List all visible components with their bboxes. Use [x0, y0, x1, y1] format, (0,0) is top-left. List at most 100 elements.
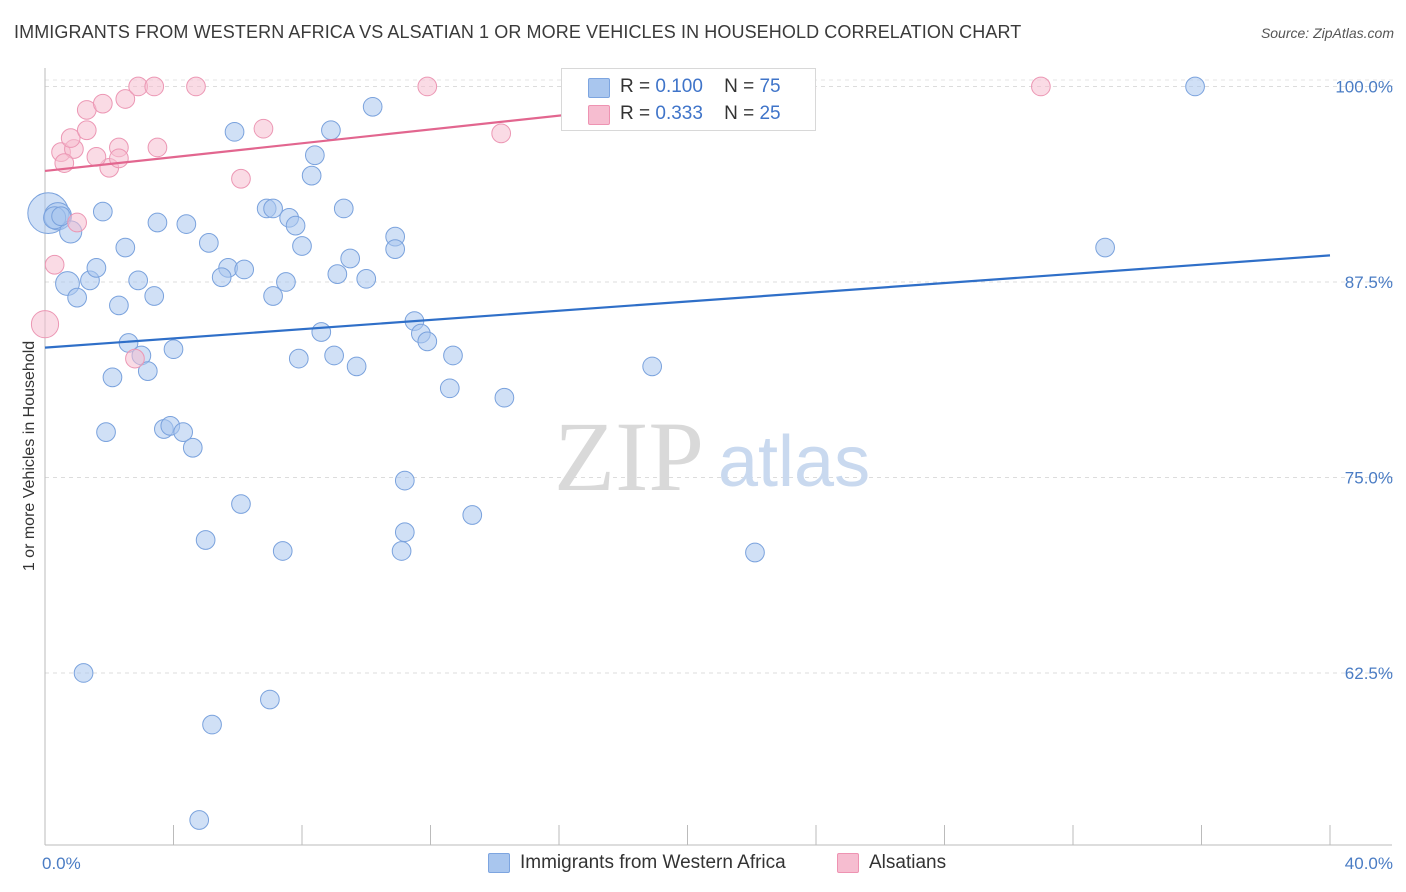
- point-western-africa: [642, 356, 663, 377]
- point-western-africa: [439, 378, 460, 399]
- y-tick-labels: 100.0% 87.5% 75.0% 62.5%: [1335, 77, 1393, 683]
- point-alsatian: [231, 168, 251, 189]
- series-points: [27, 76, 1205, 830]
- x-tick-label: 0.0%: [42, 854, 81, 873]
- point-western-africa: [163, 339, 184, 360]
- point-western-africa: [67, 287, 87, 308]
- bottom-legend-label: Alsatians: [869, 852, 947, 873]
- point-western-africa: [224, 121, 245, 142]
- point-alsatian: [125, 348, 145, 369]
- point-western-africa: [182, 437, 203, 458]
- watermark: ZIP atlas: [554, 401, 870, 512]
- point-western-africa: [276, 272, 296, 292]
- point-western-africa: [128, 270, 149, 291]
- point-western-africa: [385, 239, 406, 259]
- point-western-africa: [263, 286, 283, 306]
- legend-r-label: R =: [620, 76, 651, 97]
- point-alsatian: [92, 93, 113, 114]
- point-western-africa: [394, 522, 415, 543]
- point-western-africa: [1185, 76, 1205, 97]
- point-alsatian: [86, 146, 107, 167]
- point-western-africa: [263, 198, 283, 219]
- point-western-africa: [73, 663, 94, 683]
- point-western-africa: [96, 422, 116, 442]
- point-western-africa: [391, 541, 412, 561]
- bottom-legend-swatch-alsatians: [837, 853, 859, 873]
- legend-r-value: 0.100: [655, 76, 703, 97]
- point-western-africa: [147, 212, 168, 233]
- point-alsatian: [253, 118, 274, 139]
- x-tick-labels: 0.0% 40.0%: [42, 854, 1393, 873]
- point-alsatian: [1031, 76, 1051, 97]
- legend-n-label: N =: [724, 76, 755, 97]
- point-alsatian: [44, 254, 65, 275]
- point-western-africa: [321, 120, 341, 141]
- watermark-zip: ZIP: [554, 401, 704, 512]
- point-western-africa: [333, 198, 354, 219]
- point-alsatian: [67, 212, 87, 233]
- bottom-legend-label: Immigrants from Western Africa: [520, 852, 786, 873]
- point-alsatian: [144, 76, 165, 97]
- point-western-africa: [86, 258, 107, 278]
- point-western-africa: [346, 356, 367, 377]
- point-western-africa: [211, 267, 232, 288]
- point-western-africa: [198, 233, 219, 253]
- point-western-africa: [356, 268, 377, 289]
- legend-r-value: 0.333: [655, 103, 703, 124]
- point-alsatian: [115, 89, 136, 109]
- point-western-africa: [189, 810, 210, 830]
- point-western-africa: [115, 237, 136, 258]
- point-western-africa: [144, 286, 165, 306]
- chart-title: IMMIGRANTS FROM WESTERN AFRICA VS ALSATI…: [14, 22, 1022, 42]
- legend-r-label: R =: [620, 103, 651, 124]
- point-western-africa: [137, 361, 158, 381]
- legend-n-label: N =: [724, 103, 755, 124]
- point-western-africa: [288, 348, 309, 369]
- point-western-africa: [340, 248, 361, 269]
- point-western-africa: [327, 264, 348, 284]
- point-western-africa: [745, 542, 765, 563]
- point-western-africa: [173, 422, 193, 442]
- watermark-atlas: atlas: [718, 422, 870, 502]
- gridlines: [45, 79, 1394, 674]
- point-western-africa: [301, 165, 322, 186]
- y-tick-label: 62.5%: [1345, 664, 1393, 683]
- legend-n-value: 75: [759, 76, 781, 97]
- point-western-africa: [292, 236, 312, 256]
- legend: R = 0.100 N = 75 R = 0.333 N = 25: [561, 68, 816, 131]
- point-western-africa: [394, 470, 415, 491]
- point-western-africa: [176, 214, 197, 234]
- point-western-africa: [202, 714, 222, 735]
- trend-line-western-africa: [44, 254, 1331, 349]
- y-tick-label: 87.5%: [1345, 273, 1393, 292]
- y-tick-label: 75.0%: [1345, 468, 1393, 487]
- point-western-africa: [195, 530, 216, 550]
- point-western-africa: [109, 295, 129, 316]
- point-alsatian: [186, 76, 206, 97]
- point-western-africa: [1095, 237, 1115, 258]
- point-western-africa: [285, 215, 306, 236]
- point-western-africa: [324, 345, 344, 366]
- y-tick-label: 100.0%: [1335, 77, 1393, 96]
- legend-n-value: 25: [759, 103, 781, 124]
- series-western-africa: [27, 76, 1205, 830]
- source-label: Source: ZipAtlas.com: [1260, 25, 1394, 41]
- bottom-legend-swatch-western-africa: [488, 853, 510, 873]
- y-axis-label: 1 or more Vehicles in Household: [21, 341, 38, 571]
- point-alsatian: [60, 128, 81, 148]
- point-alsatian: [491, 123, 512, 144]
- x-tick-label: 40.0%: [1345, 854, 1393, 873]
- legend-swatch-alsatians: [588, 105, 610, 125]
- series-alsatians: [30, 76, 1051, 369]
- point-western-africa: [272, 541, 293, 561]
- point-western-africa: [462, 505, 483, 525]
- point-alsatian: [147, 137, 168, 158]
- point-western-africa: [234, 259, 255, 280]
- point-western-africa: [494, 387, 515, 408]
- point-western-africa: [417, 331, 438, 352]
- point-western-africa: [102, 367, 123, 388]
- point-western-africa: [92, 201, 113, 222]
- point-western-africa: [443, 345, 463, 366]
- point-alsatian: [76, 120, 97, 141]
